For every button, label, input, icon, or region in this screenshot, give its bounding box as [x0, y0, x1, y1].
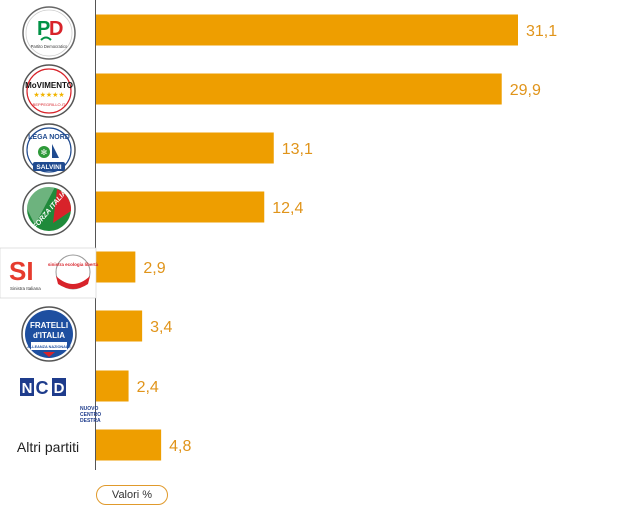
lega-logo: LEGA NORD ✻ SALVINI: [22, 123, 76, 177]
legend-pill: Valori %: [96, 485, 168, 505]
forza-italia-logo: FORZA ITALIA: [22, 182, 76, 236]
bar-5: [96, 251, 136, 283]
value-label-4: 12,4: [272, 200, 303, 217]
svg-text:CENTRO: CENTRO: [80, 412, 101, 418]
svg-text:D: D: [54, 380, 65, 397]
value-label-6: 3,4: [150, 319, 172, 336]
svg-text:✻: ✻: [41, 148, 48, 157]
svg-text:Partito Democratico: Partito Democratico: [31, 44, 68, 49]
bar-6: [96, 310, 143, 342]
altri-partiti-label: Altri partiti: [17, 439, 79, 455]
value-label-3: 13,1: [282, 141, 313, 158]
bar-8: [96, 429, 162, 461]
bar-4: [96, 191, 265, 223]
ncd-logo: N C D NUOVO CENTRO DESTRA: [20, 378, 101, 424]
svg-text:FRATELLI: FRATELLI: [30, 321, 68, 330]
bars-layer: 31,1 29,9 13,1 12,4 2,9 3,4 2,4 4,8: [96, 14, 557, 461]
svg-text:d'ITALIA: d'ITALIA: [33, 331, 65, 340]
svg-text:NUOVO: NUOVO: [80, 406, 98, 412]
svg-text:Sinistra Italiana: Sinistra Italiana: [10, 286, 41, 291]
svg-text:DESTRA: DESTRA: [80, 418, 101, 424]
value-label-1: 31,1: [526, 23, 557, 40]
value-label-7: 2,4: [137, 379, 159, 396]
value-label-5: 2,9: [143, 260, 165, 277]
legend-label: Valori %: [111, 489, 153, 501]
svg-text:N: N: [22, 380, 33, 397]
svg-text:MoVIMENTO: MoVIMENTO: [25, 81, 73, 90]
svg-text:sinistra ecologia libertà: sinistra ecologia libertà: [48, 262, 99, 267]
fdi-logo: FRATELLI d'ITALIA ALLEANZA NAZIONALE: [21, 306, 77, 362]
pd-logo: P D Partito Democratico: [22, 6, 76, 60]
svg-text:ALLEANZA NAZIONALE: ALLEANZA NAZIONALE: [27, 345, 71, 349]
svg-text:D: D: [49, 18, 63, 40]
m5s-logo: MoVIMENTO ★★★★★ BEPPEGRILLO.IT: [22, 64, 76, 118]
si-sel-logo: SI Sinistra Italiana sinistra ecologia l…: [0, 247, 99, 299]
svg-text:SI: SI: [9, 256, 34, 286]
bar-7: [96, 370, 129, 402]
value-label-8: 4,8: [169, 438, 191, 455]
svg-text:P: P: [37, 18, 50, 40]
svg-text:SALVINI: SALVINI: [36, 164, 61, 171]
bar-2: [96, 73, 502, 105]
bar-3: [96, 132, 274, 164]
svg-text:C: C: [36, 378, 49, 398]
svg-text:LEGA NORD: LEGA NORD: [28, 134, 70, 141]
bar-1: [96, 14, 518, 46]
svg-text:BEPPEGRILLO.IT: BEPPEGRILLO.IT: [33, 102, 66, 107]
value-label-2: 29,9: [510, 82, 541, 99]
svg-text:★★★★★: ★★★★★: [33, 91, 64, 99]
